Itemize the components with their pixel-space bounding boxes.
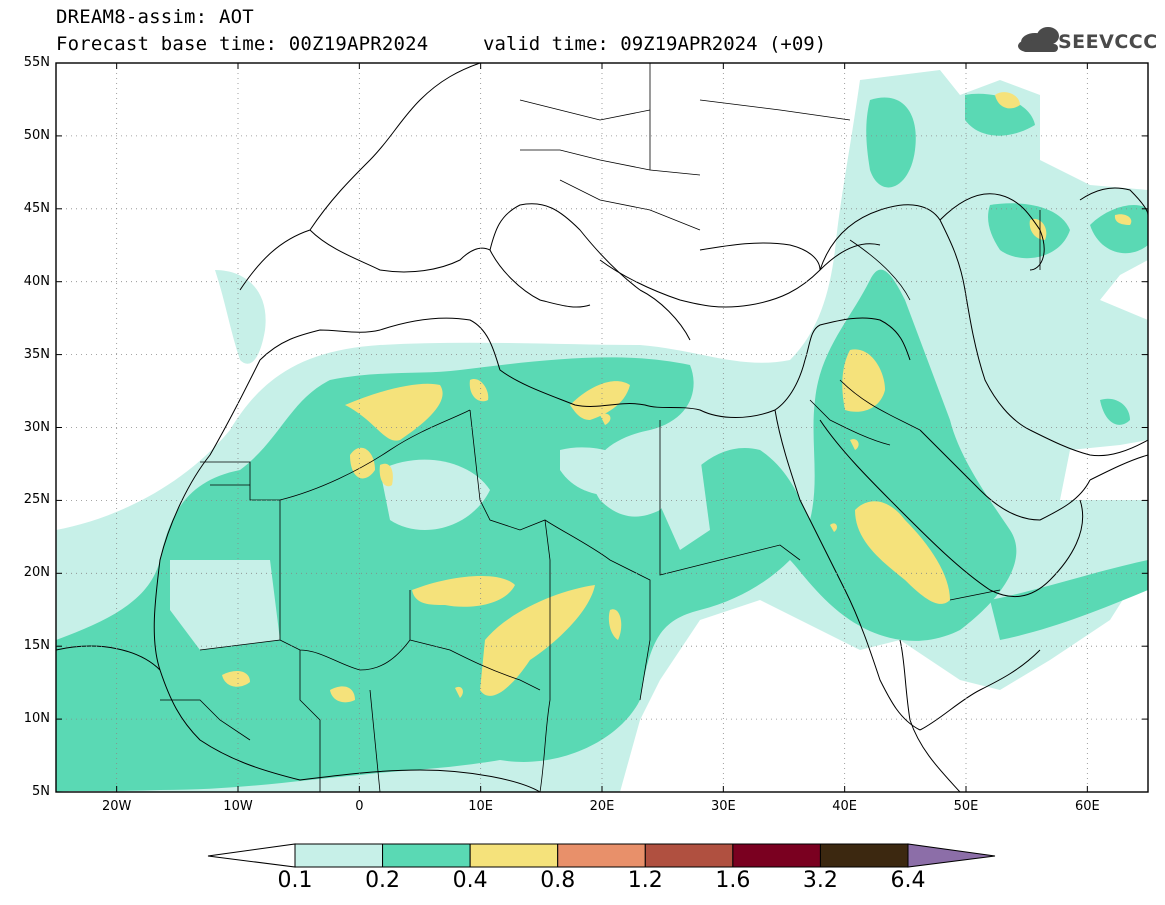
aot-level-0.2-far-ne	[1090, 205, 1148, 254]
colorbar-level-label: 1.6	[715, 868, 751, 893]
aot-level-0.1-west	[215, 270, 266, 364]
lat-label: 5N	[32, 784, 50, 799]
aot-level-0.2-ne	[988, 203, 1070, 259]
aot-level-0.4	[222, 92, 1132, 703]
lon-label: 10W	[223, 799, 253, 814]
lat-label: 40N	[23, 273, 50, 289]
aot-level-0.2-gulf	[1100, 398, 1130, 425]
lon-label: 20E	[589, 799, 615, 814]
coastlines	[56, 63, 1148, 792]
aot-hole-4	[640, 455, 710, 550]
aot-hole-3	[170, 560, 280, 650]
borders	[160, 63, 1041, 792]
colorbar-level-label: 0.1	[277, 868, 313, 893]
colorbar-level-label: 1.2	[627, 868, 663, 893]
lat-label: 25N	[23, 492, 50, 508]
lat-label: 15N	[23, 638, 50, 654]
aot-level-0.2-north	[866, 97, 916, 188]
lat-label: 55N	[23, 55, 50, 70]
lon-label: 10E	[468, 799, 494, 814]
colorbar-level-label: 0.8	[540, 868, 576, 893]
lat-label: 35N	[23, 346, 50, 362]
aot-hole-1	[380, 459, 490, 530]
map-title: DREAM8-assim: AOT	[56, 6, 254, 28]
valid-time: valid time: 09Z19APR2024 (+09)	[483, 33, 827, 55]
axis-ticks	[56, 62, 1148, 793]
colorbar-level-label: 0.2	[365, 868, 401, 893]
lon-label: 50E	[953, 799, 979, 814]
lon-label: 60E	[1074, 799, 1100, 814]
colorbar-level-label: 6.4	[890, 868, 926, 893]
logo-text: SEEVCCC	[1058, 31, 1158, 53]
aot-field	[56, 70, 1148, 792]
lat-label: 50N	[23, 127, 50, 143]
forecast-base-time: Forecast base time: 00Z19APR2024	[56, 33, 429, 55]
aot-level-0.2-east	[990, 560, 1148, 640]
lon-label: 30E	[710, 799, 736, 814]
colorbar-level-label: 3.2	[802, 868, 838, 893]
lon-label: 40E	[832, 799, 858, 814]
lat-label: 45N	[23, 200, 50, 216]
lat-label: 20N	[23, 565, 50, 581]
aot-hole-2	[560, 447, 650, 496]
lat-label: 30N	[23, 419, 50, 435]
graticule	[56, 63, 1148, 792]
seevccc-logo-icon	[1018, 27, 1059, 52]
colorbar-level-label: 0.4	[452, 868, 488, 893]
lat-label: 10N	[23, 711, 50, 727]
aot-level-0.2	[56, 269, 1017, 792]
lon-label: 0	[355, 799, 364, 814]
lon-label: 20W	[101, 799, 132, 814]
